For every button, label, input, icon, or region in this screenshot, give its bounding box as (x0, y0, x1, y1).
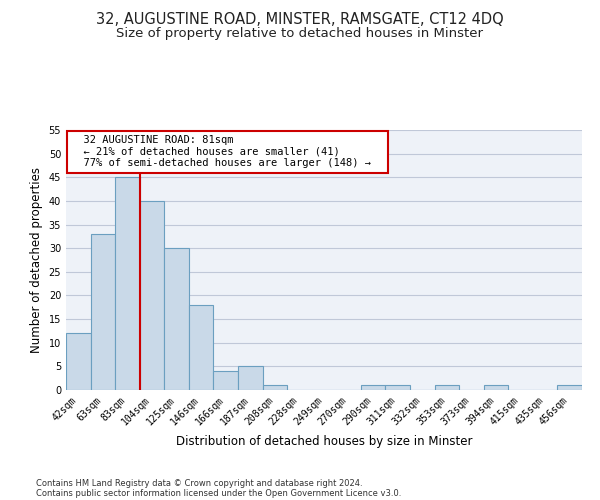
Bar (361, 386, 385, 390)
Bar (66, 334, 91, 390)
Bar (115, 178, 140, 390)
Text: 32 AUGUSTINE ROAD: 81sqm  
  ← 21% of detached houses are smaller (41)  
  77% o: 32 AUGUSTINE ROAD: 81sqm ← 21% of detach… (71, 135, 383, 168)
Bar (189, 305, 214, 390)
Bar (385, 386, 410, 390)
Bar (140, 201, 164, 390)
Bar (91, 234, 115, 390)
Text: Size of property relative to detached houses in Minster: Size of property relative to detached ho… (116, 28, 484, 40)
Bar (238, 366, 263, 390)
Text: 32, AUGUSTINE ROAD, MINSTER, RAMSGATE, CT12 4DQ: 32, AUGUSTINE ROAD, MINSTER, RAMSGATE, C… (96, 12, 504, 28)
Text: Contains public sector information licensed under the Open Government Licence v3: Contains public sector information licen… (36, 488, 401, 498)
Bar (557, 386, 582, 390)
Bar (484, 386, 508, 390)
Bar (263, 386, 287, 390)
Bar (164, 248, 189, 390)
Text: Contains HM Land Registry data © Crown copyright and database right 2024.: Contains HM Land Registry data © Crown c… (36, 478, 362, 488)
Y-axis label: Number of detached properties: Number of detached properties (30, 167, 43, 353)
X-axis label: Distribution of detached houses by size in Minster: Distribution of detached houses by size … (176, 435, 472, 448)
Bar (214, 371, 238, 390)
Bar (434, 386, 459, 390)
